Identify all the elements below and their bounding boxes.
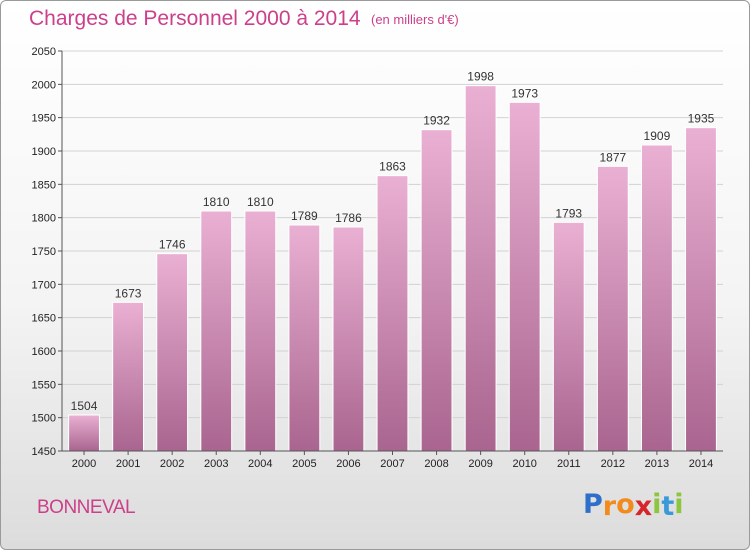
proxiti-logo: Proxiti <box>583 489 684 522</box>
data-label: 1793 <box>555 206 582 220</box>
bar <box>244 210 277 452</box>
logo-letter: o <box>616 489 635 520</box>
x-tick-label: 2014 <box>689 458 713 470</box>
bar <box>508 101 541 452</box>
data-labels: 1504 1673 1746 1810 1810 1789 1786 1863 1932 1998… <box>71 70 715 413</box>
x-tick-label: 2009 <box>468 458 492 470</box>
data-label: 1863 <box>379 160 406 174</box>
y-tick-label: 1950 <box>32 113 56 125</box>
logo-letter: r <box>602 491 617 522</box>
logo-letter: i <box>652 489 662 520</box>
data-label: 1932 <box>423 114 450 128</box>
data-label: 1810 <box>247 195 274 209</box>
x-tick-label: 2005 <box>292 458 316 470</box>
x-tick-label: 2011 <box>557 458 581 470</box>
y-tick-label: 1850 <box>32 179 56 191</box>
x-tick-label: 2006 <box>336 458 360 470</box>
bar <box>552 221 585 452</box>
bar <box>464 85 497 452</box>
bar <box>112 301 145 452</box>
bar <box>596 165 629 452</box>
data-label: 1673 <box>115 286 142 300</box>
data-label: 1504 <box>71 399 98 413</box>
data-label: 1746 <box>159 238 186 252</box>
chart-title: Charges de Personnel 2000 à 2014 <box>29 7 361 30</box>
y-tick-label: 1900 <box>32 146 56 158</box>
y-tick-label: 1450 <box>32 446 56 458</box>
y-tick-label: 1750 <box>32 246 56 258</box>
data-label: 1810 <box>203 195 230 209</box>
bars <box>68 85 717 452</box>
x-tick-label: 2008 <box>424 458 448 470</box>
bar <box>68 414 100 452</box>
x-tick-label: 2004 <box>248 458 272 470</box>
y-tick-label: 1700 <box>32 279 56 291</box>
logo-letter: t <box>661 491 675 522</box>
bar <box>420 129 453 452</box>
bar <box>200 210 233 452</box>
logo-letter: x <box>634 491 653 522</box>
y-tick-label: 1550 <box>32 379 56 391</box>
x-tick-label: 2003 <box>204 458 228 470</box>
data-label: 1786 <box>335 211 362 225</box>
x-tick-label: 2000 <box>72 458 96 470</box>
data-label: 1998 <box>467 70 494 84</box>
bar <box>288 224 321 452</box>
y-tick-label: 1600 <box>32 346 56 358</box>
x-tick-label: 2010 <box>512 458 536 470</box>
axes: 1450 1500 1550 1600 1650 1700 1750 1800 1850 1900… <box>32 46 723 470</box>
bar <box>640 144 673 452</box>
bar <box>685 127 717 452</box>
x-tick-label: 2012 <box>601 458 625 470</box>
y-tick-label: 2000 <box>32 79 56 91</box>
data-label: 1877 <box>599 150 626 164</box>
data-label: 1909 <box>644 129 671 143</box>
x-tick-label: 2007 <box>380 458 404 470</box>
logo-letter: P <box>583 489 603 520</box>
bar <box>332 226 365 452</box>
y-tick-label: 1800 <box>32 213 56 225</box>
data-label: 1973 <box>511 86 538 100</box>
y-tick-label: 1500 <box>32 413 56 425</box>
data-label: 1935 <box>688 112 715 126</box>
x-tick-label: 2013 <box>645 458 669 470</box>
data-label: 1789 <box>291 209 318 223</box>
y-tick-label: 2050 <box>32 46 56 58</box>
town-name: BONNEVAL <box>37 497 136 518</box>
chart-subtitle: (en milliers d'€) <box>371 12 459 27</box>
bar <box>376 175 409 452</box>
logo-letter: i <box>674 489 684 520</box>
bar <box>156 253 189 452</box>
x-tick-label: 2002 <box>160 458 184 470</box>
y-tick-label: 1650 <box>32 313 56 325</box>
x-tick-label: 2001 <box>116 458 140 470</box>
